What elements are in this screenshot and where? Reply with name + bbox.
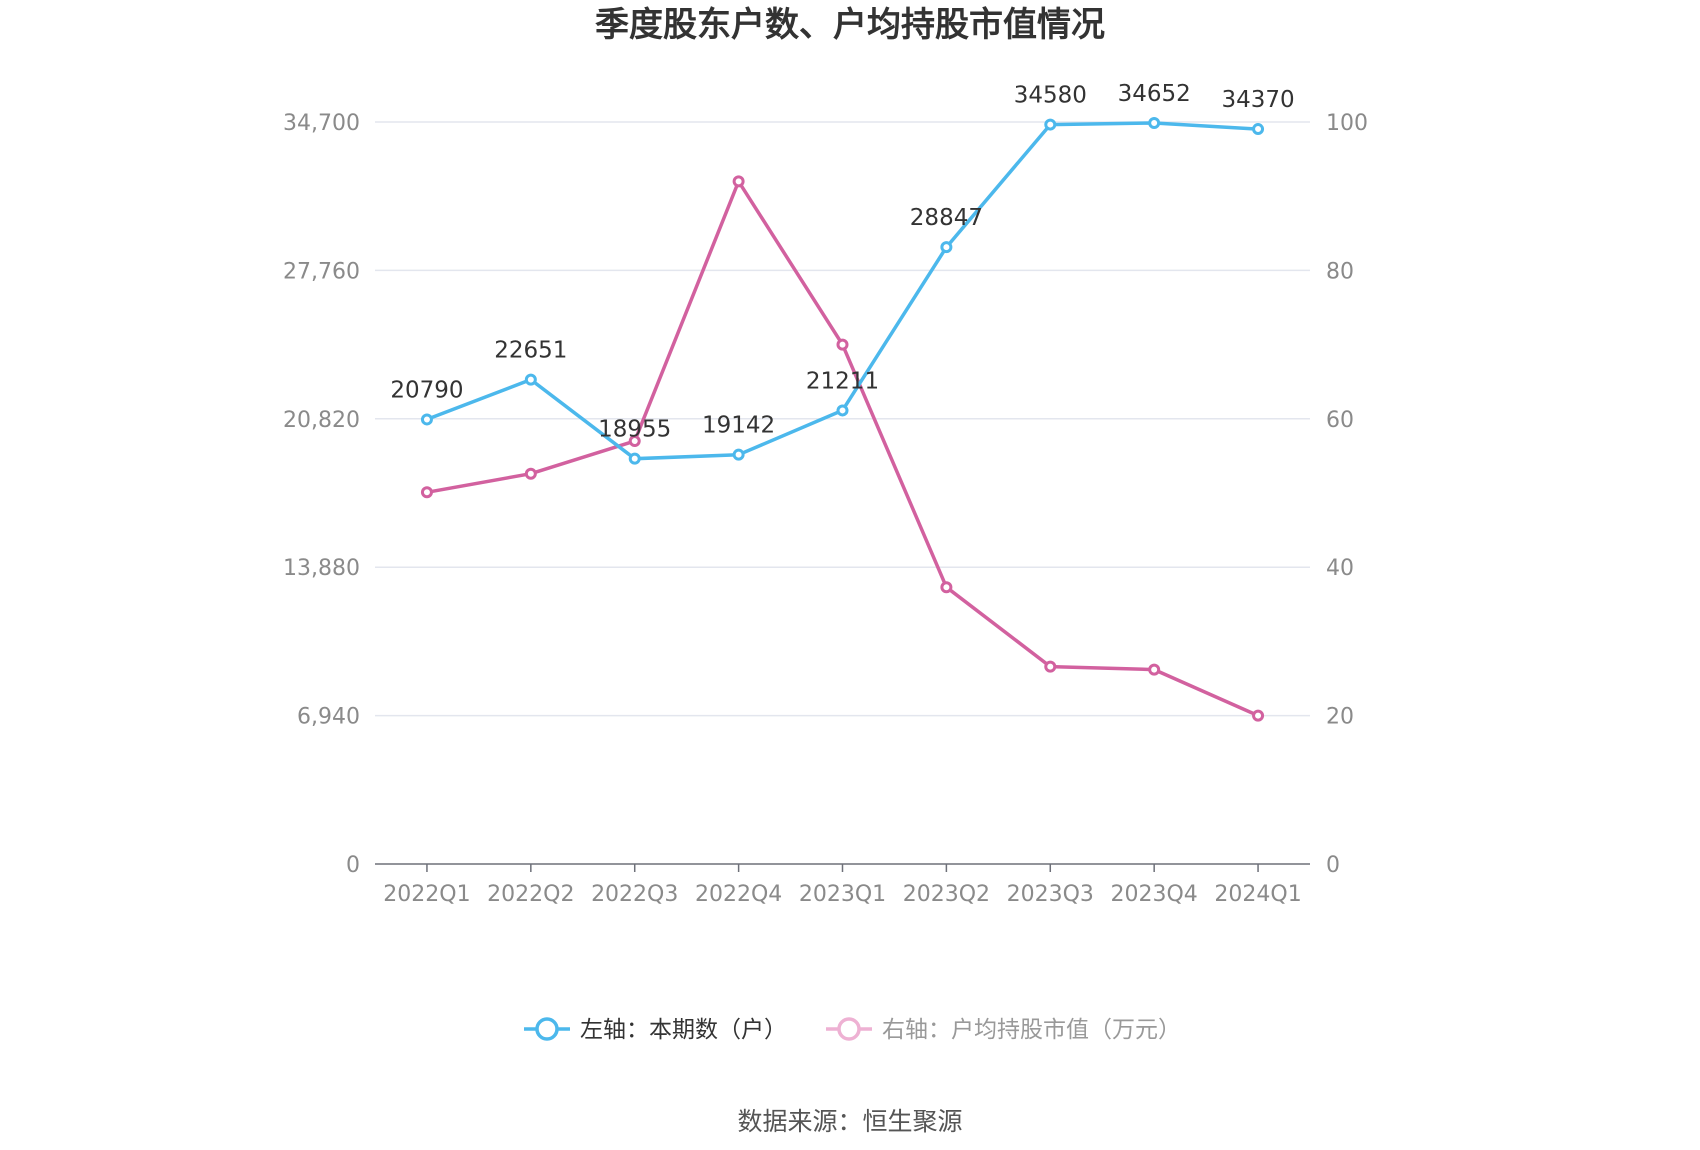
legend: 左轴：本期数（户） 右轴：户均持股市值（万元） [524, 1017, 1181, 1043]
chart-title: 季度股东户数、户均持股市值情况 [595, 5, 1105, 45]
series-0-point [1252, 123, 1265, 136]
series-1-point [420, 486, 433, 499]
series-0-point [420, 413, 433, 426]
series-1-point [524, 467, 537, 480]
x-tick-label: 2022Q4 [695, 882, 782, 907]
series-0-point [1044, 118, 1057, 131]
series-1-point [940, 581, 953, 594]
right-tick-label: 80 [1326, 259, 1354, 284]
series-points [420, 117, 1265, 722]
x-tick-label: 2023Q3 [1007, 882, 1094, 907]
right-tick-label: 20 [1326, 705, 1354, 730]
series-0-point [940, 241, 953, 254]
x-tick-label: 2023Q2 [903, 882, 990, 907]
x-tick-label: 2022Q3 [591, 882, 678, 907]
x-tick-label: 2022Q2 [487, 882, 574, 907]
data-labels: 20790 22651 18955 19142 21211 28847 34580 34652… [390, 81, 1294, 443]
right-tick-label: 40 [1326, 556, 1354, 581]
x-tick-label: 2022Q1 [383, 882, 470, 907]
x-tick-label: 2023Q4 [1111, 882, 1198, 907]
legend-swatch-marker [535, 1017, 559, 1041]
series-1-point [732, 175, 745, 188]
right-tick-label: 60 [1326, 408, 1354, 433]
data-label: 19142 [702, 413, 775, 439]
series-0-point [524, 373, 537, 386]
x-tick-label: 2023Q1 [799, 882, 886, 907]
series-0-point [836, 404, 849, 417]
left-tick-label: 27,760 [283, 259, 360, 284]
data-label: 22651 [494, 338, 567, 364]
series-1-point [1148, 663, 1161, 676]
legend-label: 右轴：户均持股市值（万元） [882, 1017, 1181, 1043]
x-axis: 2022Q1 2022Q2 2022Q3 2022Q4 2023Q1 2023Q2 2023… [375, 863, 1310, 907]
left-tick-label: 20,820 [283, 408, 360, 433]
right-axis-ticks: 0 20 40 60 80 100 [1326, 111, 1368, 878]
source-note: 数据来源：恒生聚源 [737, 1107, 962, 1136]
data-label: 28847 [910, 205, 983, 231]
left-axis-ticks: 0 6,940 13,880 20,820 27,760 34,700 [283, 111, 360, 878]
data-label: 34652 [1118, 81, 1191, 107]
series-1-point [1044, 660, 1057, 673]
grid-lines [375, 121, 1310, 717]
left-tick-label: 13,880 [283, 556, 360, 581]
left-tick-label: 0 [346, 853, 360, 878]
data-label: 34580 [1014, 83, 1087, 109]
legend-swatch-marker [837, 1017, 861, 1041]
series-0-point [1148, 117, 1161, 130]
series-1-point [836, 338, 849, 351]
data-label: 20790 [390, 377, 463, 403]
left-tick-label: 6,940 [297, 705, 360, 730]
right-tick-label: 100 [1326, 111, 1368, 136]
legend-label: 左轴：本期数（户） [580, 1017, 787, 1043]
series-1-point [1252, 709, 1265, 722]
left-tick-label: 34,700 [283, 111, 360, 136]
x-tick-label: 2024Q1 [1214, 882, 1301, 907]
data-label: 18955 [598, 417, 671, 443]
series-0-point [732, 448, 745, 461]
data-label: 21211 [806, 368, 879, 394]
series-line-1 [426, 179, 1259, 718]
series-1-point [628, 435, 641, 448]
data-label: 34370 [1221, 87, 1294, 113]
series-0-point [628, 452, 641, 465]
right-tick-label: 0 [1326, 853, 1340, 878]
